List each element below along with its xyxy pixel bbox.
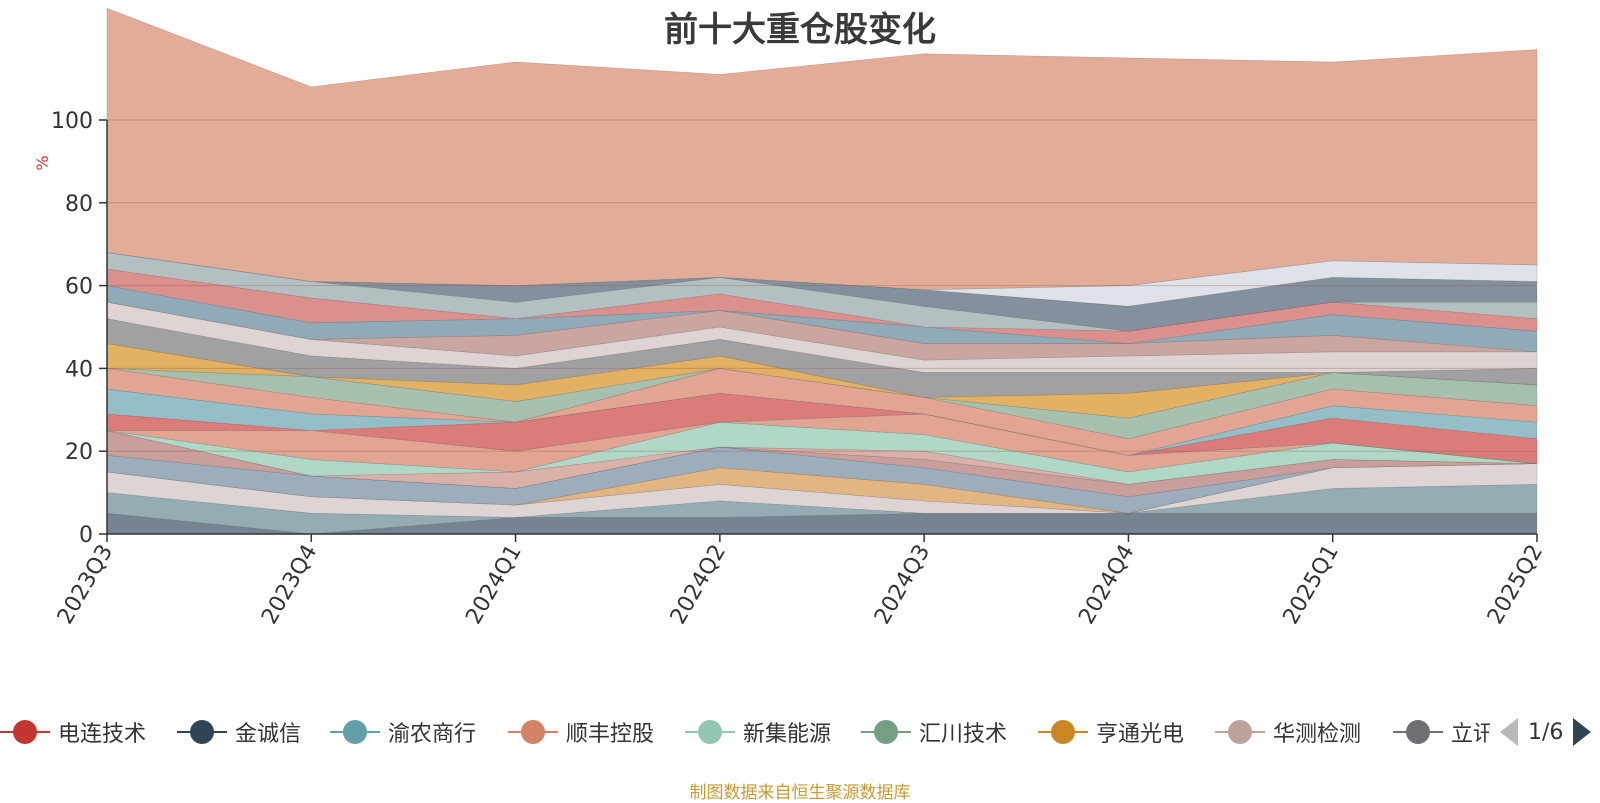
y-tick-label: 0	[79, 523, 93, 548]
legend-marker-icon	[508, 717, 558, 747]
legend-marker-icon	[1215, 717, 1265, 747]
legend-label: 顺丰控股	[566, 722, 655, 747]
legend: 电连技术 金诚信 渝农商行 顺丰控股 新集能源 汇川技术 亨通光电 华测检测 立讯精密	[0, 712, 1490, 752]
source-note: 制图数据来自恒生聚源数据库	[689, 783, 911, 803]
legend-item[interactable]: 顺丰控股	[508, 712, 654, 752]
legend-marker-icon	[330, 717, 380, 747]
legend-item[interactable]: 电连技术	[0, 712, 146, 752]
x-tick-label: 2023Q3	[53, 541, 118, 629]
x-tick-label: 2025Q1	[1279, 541, 1344, 629]
x-tick-label: 2024Q3	[870, 541, 935, 629]
legend-item[interactable]: 金诚信	[177, 712, 301, 752]
x-tick-label: 2024Q1	[461, 541, 526, 629]
legend-item[interactable]: 新集能源	[685, 712, 831, 752]
x-tick-label: 2023Q4	[257, 541, 322, 629]
legend-label: 新集能源	[743, 722, 832, 747]
legend-item[interactable]: 立讯精密	[1393, 712, 1490, 752]
x-tick-label: 2024Q2	[666, 541, 731, 629]
legend-label: 汇川技术	[919, 722, 1008, 747]
x-tick-label: 2025Q2	[1483, 541, 1548, 629]
legend-marker-icon	[177, 717, 227, 747]
chart-title: 前十大重仓股变化	[664, 10, 936, 50]
legend-item[interactable]: 渝农商行	[330, 712, 476, 752]
x-tick-label: 2024Q4	[1074, 541, 1139, 629]
legend-label: 华测检测	[1273, 722, 1362, 747]
legend-marker-icon	[1038, 717, 1088, 747]
legend-marker-icon	[685, 717, 735, 747]
legend-page-indicator: 1/6	[1528, 719, 1564, 745]
y-tick-label: 40	[65, 357, 93, 382]
legend-label: 金诚信	[235, 722, 302, 747]
y-tick-label: 60	[65, 275, 93, 300]
legend-item[interactable]: 亨通光电	[1038, 712, 1184, 752]
legend-pager: 1/6	[1500, 712, 1592, 752]
y-axis-label: %	[33, 155, 52, 170]
y-tick-label: 80	[65, 192, 93, 217]
legend-item[interactable]: 华测检测	[1215, 712, 1361, 752]
legend-marker-icon	[861, 717, 911, 747]
legend-label: 电连技术	[58, 722, 147, 747]
area-series	[106, 7, 1538, 535]
legend-marker-icon	[1393, 717, 1443, 747]
legend-label: 亨通光电	[1096, 722, 1185, 747]
legend-item[interactable]: 汇川技术	[861, 712, 1007, 752]
y-tick-label: 100	[51, 109, 93, 134]
series-area-22	[106, 7, 1538, 291]
legend-prev-page-icon[interactable]	[1500, 718, 1518, 746]
legend-next-page-icon[interactable]	[1573, 718, 1592, 746]
legend-marker-icon	[0, 717, 50, 747]
legend-label: 渝农商行	[388, 722, 477, 747]
legend-label: 立讯精密	[1451, 722, 1490, 747]
y-tick-label: 20	[65, 440, 93, 465]
